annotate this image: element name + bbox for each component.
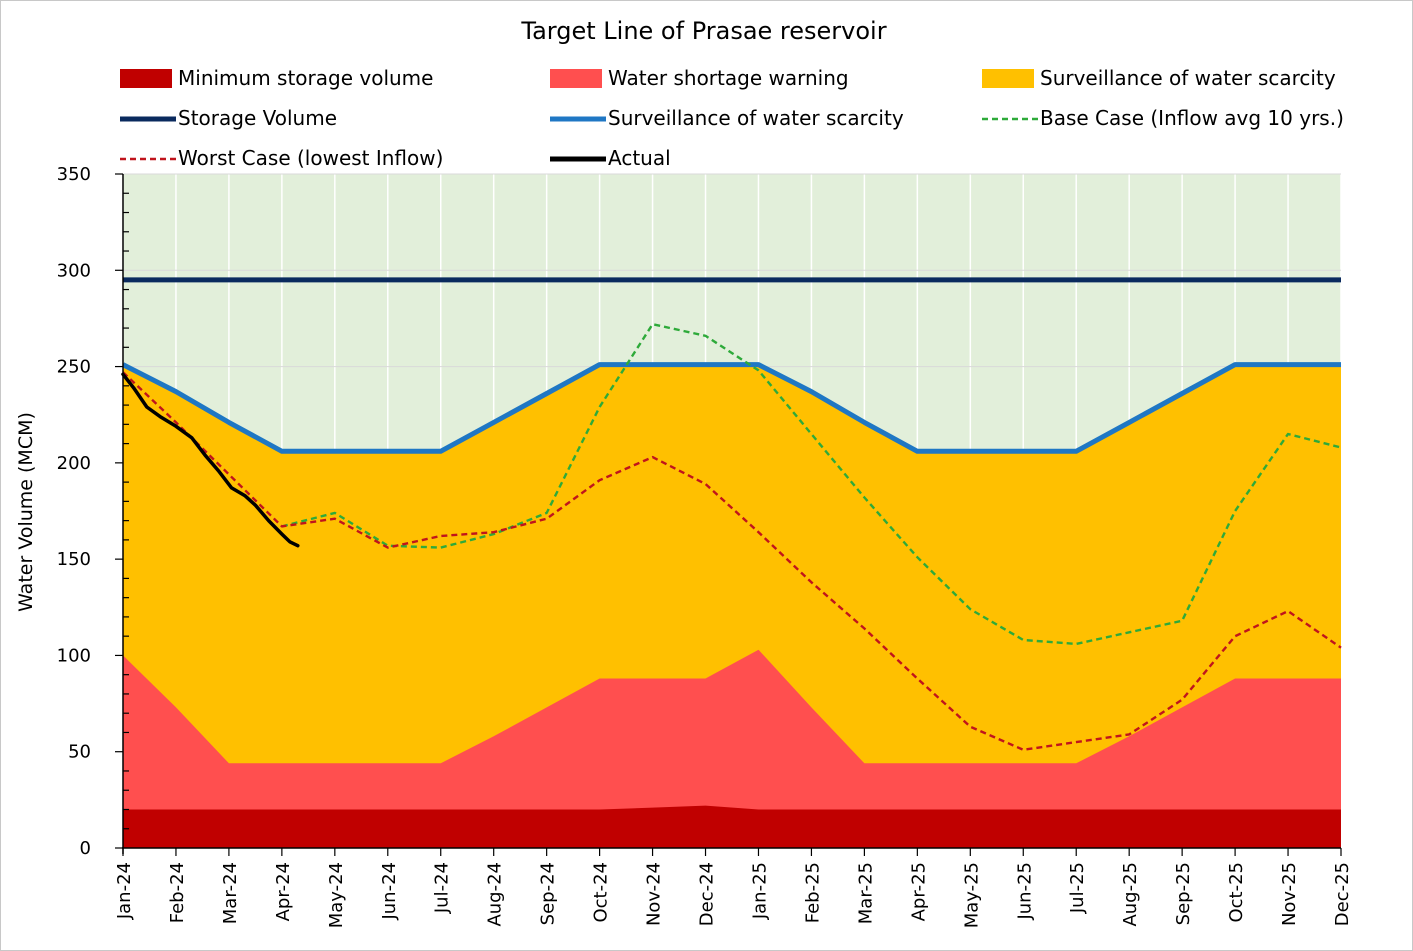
x-tick-label: Apr-25 (908, 862, 929, 921)
y-tick-label: 300 (57, 260, 91, 281)
x-tick-label: Jul-24 (432, 862, 453, 914)
x-tick-label: Aug-24 (485, 862, 506, 927)
legend-label: Surveillance of water scarcity (608, 106, 904, 130)
x-tick-label: Aug-25 (1120, 862, 1141, 927)
y-tick-label: 100 (57, 645, 91, 666)
legend-label: Minimum storage volume (178, 66, 433, 90)
x-tick-label: Mar-25 (855, 862, 876, 924)
legend-label: Water shortage warning (608, 66, 849, 90)
x-tick-label: Nov-24 (644, 862, 665, 926)
y-tick-label: 200 (57, 453, 91, 474)
legend-item-surveillance-of-water-scarcity: Surveillance of water scarcity (550, 106, 904, 130)
legend-swatch (550, 69, 602, 88)
area-water-shortage-warning (123, 649, 1341, 848)
legend-swatch (982, 69, 1034, 88)
y-tick-label: 350 (57, 164, 91, 185)
area-minimum-storage-volume (123, 805, 1341, 848)
legend-item-water-shortage-warning: Water shortage warning (550, 66, 849, 90)
legend-label: Worst Case (lowest Inflow) (178, 146, 443, 170)
y-tick-label: 250 (57, 357, 91, 378)
line-actual (121, 372, 300, 548)
legend-label: Storage Volume (178, 106, 337, 130)
x-tick-label: May-24 (326, 862, 347, 928)
legend-label: Actual (608, 146, 671, 170)
legend-label: Surveillance of water scarcity (1040, 66, 1336, 90)
legend-item-storage-volume: Storage Volume (120, 106, 337, 130)
legend-label: Base Case (Inflow avg 10 yrs.) (1040, 106, 1344, 130)
x-tick-label: Jul-25 (1067, 862, 1088, 914)
legend-item-actual: Actual (550, 146, 671, 170)
x-tick-label: Jan-25 (750, 862, 771, 920)
y-tick-label: 50 (68, 742, 91, 763)
x-tick-label: Oct-24 (591, 862, 612, 923)
area-surveillance-of-water-scarcity (123, 364, 1341, 848)
chart-title: Target Line of Prasae reservoir (520, 17, 886, 45)
x-tick-label: Dec-24 (697, 862, 718, 926)
x-tick-label: Feb-25 (802, 862, 823, 923)
line-worst-case-lowest-inflow (122, 371, 1342, 751)
x-tick-label: Jun-24 (379, 862, 400, 921)
x-tick-label: Jan-24 (114, 862, 135, 920)
x-tick-label: Sep-25 (1173, 862, 1194, 925)
legend-item-minimum-storage-volume: Minimum storage volume (120, 66, 433, 90)
y-tick-label: 150 (57, 549, 91, 570)
x-tick-label: Feb-24 (167, 862, 188, 923)
x-tick-label: Jun-25 (1014, 862, 1035, 921)
y-axis-label: Water Volume (MCM) (15, 412, 37, 612)
x-tick-label: Apr-24 (273, 862, 294, 921)
x-tick-label: May-25 (961, 862, 982, 928)
x-tick-label: Mar-24 (220, 862, 241, 924)
legend-item-base-case-inflow-avg-10-yrs: Base Case (Inflow avg 10 yrs.) (982, 106, 1344, 130)
legend-swatch (120, 69, 172, 88)
legend: Minimum storage volume Water shortage war… (120, 66, 1344, 170)
legend-item-surveillance-of-water-scarcity: Surveillance of water scarcity (982, 66, 1336, 90)
x-tick-label: Nov-25 (1279, 862, 1300, 926)
line-surveillance-of-water-scarcity (121, 362, 1341, 454)
x-tick-label: Sep-24 (538, 862, 559, 925)
legend-item-worst-case-lowest-inflow: Worst Case (lowest Inflow) (120, 146, 443, 170)
x-tick-label: Dec-25 (1332, 862, 1353, 926)
y-tick-label: 0 (80, 838, 91, 859)
x-tick-label: Oct-25 (1226, 862, 1247, 923)
plot-area: 0 50 100 150 200 250 300 350 Jan-24 Feb-24 Mar-24 A… (57, 164, 1353, 928)
